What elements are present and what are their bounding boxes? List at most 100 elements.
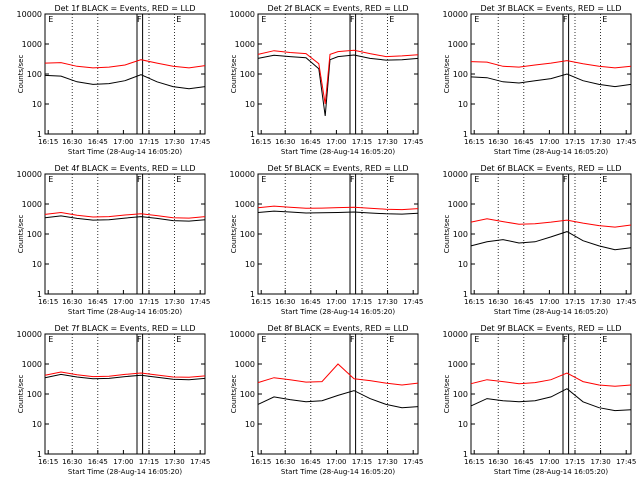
events-series-line bbox=[257, 54, 419, 116]
marker-label: F bbox=[563, 175, 568, 184]
x-tick-label: 17:00 bbox=[326, 298, 346, 306]
y-tick-label: 10000 bbox=[230, 10, 255, 19]
marker-label: E bbox=[176, 175, 181, 184]
marker-label: F bbox=[137, 175, 142, 184]
detector-panel: Det 3f BLACK = Events, RED = LLD 1 10 100 10… bbox=[443, 4, 637, 156]
marker-label: E bbox=[389, 335, 394, 344]
y-axis-label: Counts/sec bbox=[17, 55, 25, 94]
x-tick-label: 16:30 bbox=[275, 138, 295, 146]
marker-label: E bbox=[261, 175, 266, 184]
x-tick-label: 17:15 bbox=[565, 138, 585, 146]
x-tick-label: 17:45 bbox=[616, 458, 636, 466]
x-tick-label: 17:00 bbox=[113, 138, 133, 146]
marker-label: E bbox=[602, 175, 607, 184]
y-tick-label: 100 bbox=[453, 230, 468, 239]
x-tick-label: 17:00 bbox=[539, 138, 559, 146]
panel-title: Det 1f BLACK = Events, RED = LLD bbox=[54, 4, 195, 13]
x-tick-label: 17:00 bbox=[539, 298, 559, 306]
y-tick-label: 10 bbox=[32, 420, 42, 429]
y-axis-label: Counts/sec bbox=[17, 375, 25, 414]
x-axis-label: Start Time (28-Aug-14 16:05:20) bbox=[68, 308, 182, 316]
y-tick-label: 10 bbox=[245, 260, 255, 269]
detector-panel: Det 2f BLACK = Events, RED = LLD 1 10 100 10… bbox=[230, 4, 424, 156]
y-tick-label: 1 bbox=[463, 130, 468, 139]
marker-label: F bbox=[563, 335, 568, 344]
plot-frame bbox=[44, 333, 206, 455]
x-tick-label: 16:45 bbox=[301, 138, 321, 146]
x-tick-label: 17:15 bbox=[565, 298, 585, 306]
detector-panel: Det 5f BLACK = Events, RED = LLD 1 10 100 10… bbox=[230, 164, 424, 316]
x-tick-label: 16:15 bbox=[38, 298, 58, 306]
marker-label: E bbox=[602, 335, 607, 344]
y-axis-label: Counts/sec bbox=[443, 55, 451, 94]
x-axis-label: Start Time (28-Aug-14 16:05:20) bbox=[281, 148, 395, 156]
x-tick-label: 17:30 bbox=[591, 138, 611, 146]
marker-label: E bbox=[474, 15, 479, 24]
x-tick-label: 17:00 bbox=[113, 298, 133, 306]
x-tick-label: 16:45 bbox=[301, 298, 321, 306]
detector-panel: Det 7f BLACK = Events, RED = LLD 1 10 100 10… bbox=[17, 324, 211, 476]
events-series-line bbox=[470, 231, 632, 251]
lld-series-line bbox=[44, 211, 206, 219]
panel-title: Det 4f BLACK = Events, RED = LLD bbox=[54, 164, 195, 173]
panel-title: Det 3f BLACK = Events, RED = LLD bbox=[480, 4, 621, 13]
marker-label: E bbox=[474, 175, 479, 184]
plot-frame bbox=[44, 173, 206, 295]
plot-frame bbox=[470, 333, 632, 455]
y-tick-label: 10 bbox=[458, 420, 468, 429]
x-axis-label: Start Time (28-Aug-14 16:05:20) bbox=[68, 148, 182, 156]
x-tick-label: 17:30 bbox=[591, 458, 611, 466]
x-tick-label: 16:45 bbox=[88, 298, 108, 306]
y-tick-label: 10 bbox=[458, 260, 468, 269]
x-tick-label: 16:15 bbox=[251, 138, 271, 146]
x-tick-label: 16:45 bbox=[301, 458, 321, 466]
marker-label: F bbox=[350, 175, 355, 184]
lld-series-line bbox=[44, 59, 206, 69]
y-tick-label: 10000 bbox=[443, 10, 468, 19]
events-series-line bbox=[470, 73, 632, 88]
plot-frame bbox=[257, 173, 419, 295]
marker-label: E bbox=[474, 335, 479, 344]
detector-panel: Det 4f BLACK = Events, RED = LLD 1 10 100 10… bbox=[17, 164, 211, 316]
y-tick-label: 10000 bbox=[17, 10, 42, 19]
marker-label: E bbox=[176, 15, 181, 24]
y-tick-label: 1 bbox=[37, 130, 42, 139]
x-tick-label: 17:45 bbox=[190, 458, 210, 466]
x-axis-label: Start Time (28-Aug-14 16:05:20) bbox=[494, 308, 608, 316]
events-series-line bbox=[470, 388, 632, 412]
y-tick-label: 1 bbox=[463, 450, 468, 459]
x-tick-label: 17:30 bbox=[378, 138, 398, 146]
y-tick-label: 10 bbox=[245, 100, 255, 109]
y-tick-label: 1000 bbox=[22, 40, 42, 49]
x-tick-label: 17:45 bbox=[616, 138, 636, 146]
marker-label: F bbox=[137, 335, 142, 344]
y-axis-label: Counts/sec bbox=[230, 215, 238, 254]
y-tick-label: 100 bbox=[240, 390, 255, 399]
y-tick-label: 1 bbox=[250, 130, 255, 139]
y-tick-label: 1 bbox=[37, 290, 42, 299]
marker-label: E bbox=[48, 175, 53, 184]
y-tick-label: 100 bbox=[453, 390, 468, 399]
x-tick-label: 17:45 bbox=[616, 298, 636, 306]
marker-label: E bbox=[48, 15, 53, 24]
y-tick-label: 1 bbox=[37, 450, 42, 459]
y-tick-label: 1 bbox=[250, 450, 255, 459]
y-tick-label: 1000 bbox=[448, 200, 468, 209]
x-axis-label: Start Time (28-Aug-14 16:05:20) bbox=[281, 468, 395, 476]
marker-label: E bbox=[48, 335, 53, 344]
x-tick-label: 16:30 bbox=[488, 138, 508, 146]
marker-label: F bbox=[563, 15, 568, 24]
x-tick-label: 16:30 bbox=[62, 138, 82, 146]
x-tick-label: 16:15 bbox=[38, 458, 58, 466]
x-tick-label: 16:15 bbox=[38, 138, 58, 146]
x-tick-label: 16:30 bbox=[275, 298, 295, 306]
x-tick-label: 16:45 bbox=[514, 138, 534, 146]
lld-series-line bbox=[257, 205, 419, 211]
y-axis-label: Counts/sec bbox=[443, 215, 451, 254]
x-tick-label: 17:30 bbox=[378, 298, 398, 306]
x-tick-label: 17:00 bbox=[113, 458, 133, 466]
x-tick-label: 17:30 bbox=[378, 458, 398, 466]
y-tick-label: 1 bbox=[250, 290, 255, 299]
x-tick-label: 17:45 bbox=[190, 298, 210, 306]
